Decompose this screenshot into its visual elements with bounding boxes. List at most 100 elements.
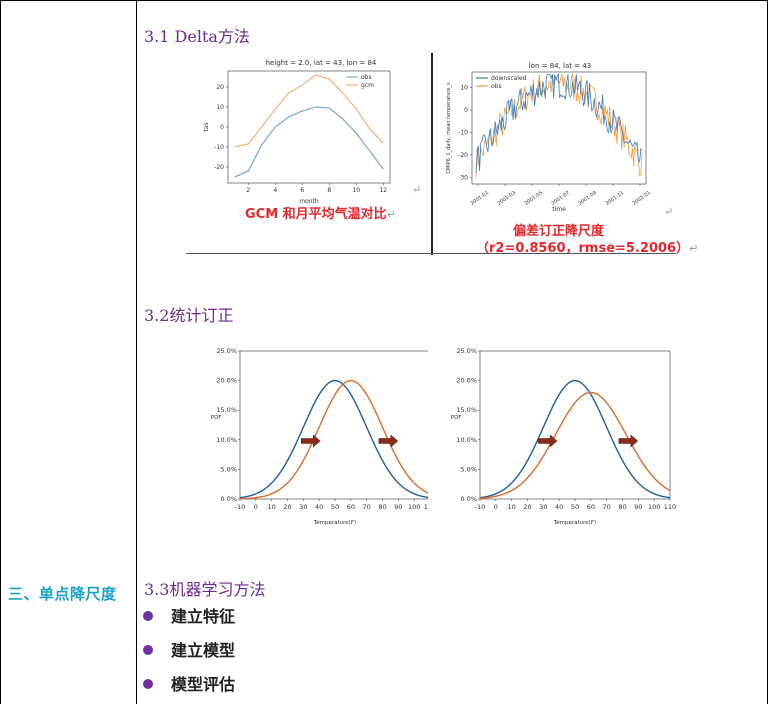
x-tick-label: 4 [273,187,277,194]
pdf-curve-1 [479,391,671,499]
x-tick-label: 10 [268,503,276,511]
x-tick-label: 10 [352,187,360,194]
bullet-item: 建立特征 [143,603,235,627]
bullet-text: 建立模型 [171,641,236,660]
y-tick-label: -20 [214,164,224,171]
x-tick-label: 6 [300,187,304,194]
table-column-divider [136,0,137,704]
chart2-title: lon = 84, lat = 43 [529,62,592,70]
y-tick-label: 10 [216,104,224,111]
x-tick-label: 30 [539,503,547,511]
table-left-border [0,0,1,704]
x-tick-label: 2001-01 [469,190,490,207]
downscaled-timeseries-chart: lon = 84, lat = 43 2001-01 2001-03 2001-05… [446,62,652,213]
y-tick-label: 10.0% [456,436,477,444]
pdf-curve-0 [479,379,671,499]
plot-frame [479,350,671,500]
x-tick-label: 2001-03 [496,190,517,207]
x-tick-label: 60 [347,503,355,511]
x-tick-label: 0 [254,503,258,511]
x-tick-label: 2002-01 [631,190,652,207]
return-mark: ↵ [412,183,422,196]
gcm-monthly-chart: height = 2.0, lat = 43, lon = 84 2 4 6 8 10 1… [203,59,391,205]
chart1-ylabel: tas [203,122,210,131]
x-tick-label: 110 [664,503,676,511]
x-tick-label: 2001-07 [550,190,571,207]
x-tick-label: 12 [379,187,387,194]
y-tick-label: 25.0% [216,347,237,355]
bullet-dot-icon [143,645,153,655]
x-tick-label: 100 [408,503,420,511]
y-tick-label: 0.0% [460,495,477,503]
bullet-dot-icon [143,679,153,689]
shift-arrow-icon [618,434,639,448]
x-tick-label: 30 [299,503,307,511]
plot-frame [239,350,428,500]
y-axis-label: PDF [451,415,462,421]
section-title-ml: 3.3机器学习方法 [144,580,266,599]
y-tick-label: -20 [458,152,468,159]
chart2-xlabel: time [552,206,566,213]
section-title-stat: 3.2统计订正 [144,306,234,325]
y-tick-label: -10 [458,129,468,136]
legend-obs2-label: obs [491,83,502,90]
pdf-shift-chart-2: -10 0 10 20 30 40 50 60 70 80 90 100 110 0.0% 5.0% 10.0… [451,347,677,526]
x-tick-label: 2 [246,187,250,194]
chart1-xlabel: month [299,198,319,205]
x-tick-label: 20 [523,503,531,511]
x-tick-label: 100 [648,503,660,511]
bullet-dot-icon [143,611,153,621]
image-divider [431,53,433,255]
y-tick-label: 20.0% [456,377,477,385]
y-tick-label: -30 [458,174,468,181]
x-tick-label: 20 [283,503,291,511]
x-tick-label: 0 [494,503,498,511]
chart1-title: height = 2.0, lat = 43, lon = 84 [266,59,377,67]
x-tick-label: 80 [378,503,386,511]
x-tick-label: 50 [571,503,579,511]
y-tick-label: 25.0% [456,347,477,355]
bullet-item: 模型评估 [143,671,235,695]
bullet-text: 模型评估 [171,675,236,694]
x-tick-label: 90 [394,503,402,511]
y-tick-label: 15.0% [456,406,477,414]
x-tick-label: 40 [555,503,563,511]
table-top-border [0,0,768,1]
legend-obs-label: obs [361,74,372,81]
x-tick-label: 10 [508,503,516,511]
section-title-delta: 3.1 Delta方法 [144,27,250,46]
chart2-ylabel: CMIP6_1_daily, mean temperature_s [446,82,452,174]
row-header-label: 三、单点降尺度 [8,585,117,603]
legend-downscaled-label: downscaled [491,75,527,82]
y-tick-label: 10.0% [216,436,237,444]
x-tick-label: 80 [618,503,626,511]
x-tick-label: 70 [363,503,371,511]
x-tick-label: 2001-09 [577,190,598,207]
y-axis-label: PDF [211,415,222,421]
return-mark: ↵ [386,208,396,221]
shift-arrow-icon [378,434,399,448]
pdf-curve-0 [239,379,428,499]
x-tick-label: 8 [327,187,331,194]
y-tick-label: 5.0% [460,465,477,473]
x-tick-label: 50 [331,503,339,511]
y-tick-label: 10 [460,85,468,92]
x-tick-label: 60 [587,503,595,511]
x-tick-label: -10 [235,503,246,511]
x-tick-label: 40 [315,503,323,511]
chart2-caption-title: 偏差订正降尺度 [513,224,605,239]
y-tick-label: 15.0% [216,406,237,414]
y-tick-label: 0.0% [220,495,237,503]
series-line-gcm [234,74,384,148]
bullet-item: 建立模型 [143,637,235,661]
y-tick-label: -10 [214,144,224,151]
series-line-obs [234,106,384,178]
x-axis-label: Temperature(F) [553,520,596,526]
y-tick-label: 5.0% [220,465,237,473]
y-tick-label: 0 [220,124,224,131]
bullet-text: 建立特征 [171,607,236,626]
x-tick-label: 2001-11 [604,190,625,207]
y-tick-label: 20.0% [216,377,237,385]
pdf-curve-1 [239,379,428,500]
pdf-shift-chart-1: -10 0 10 20 30 40 50 60 70 80 90 100 110 0.0% 5.0% 10.0… [211,347,428,526]
